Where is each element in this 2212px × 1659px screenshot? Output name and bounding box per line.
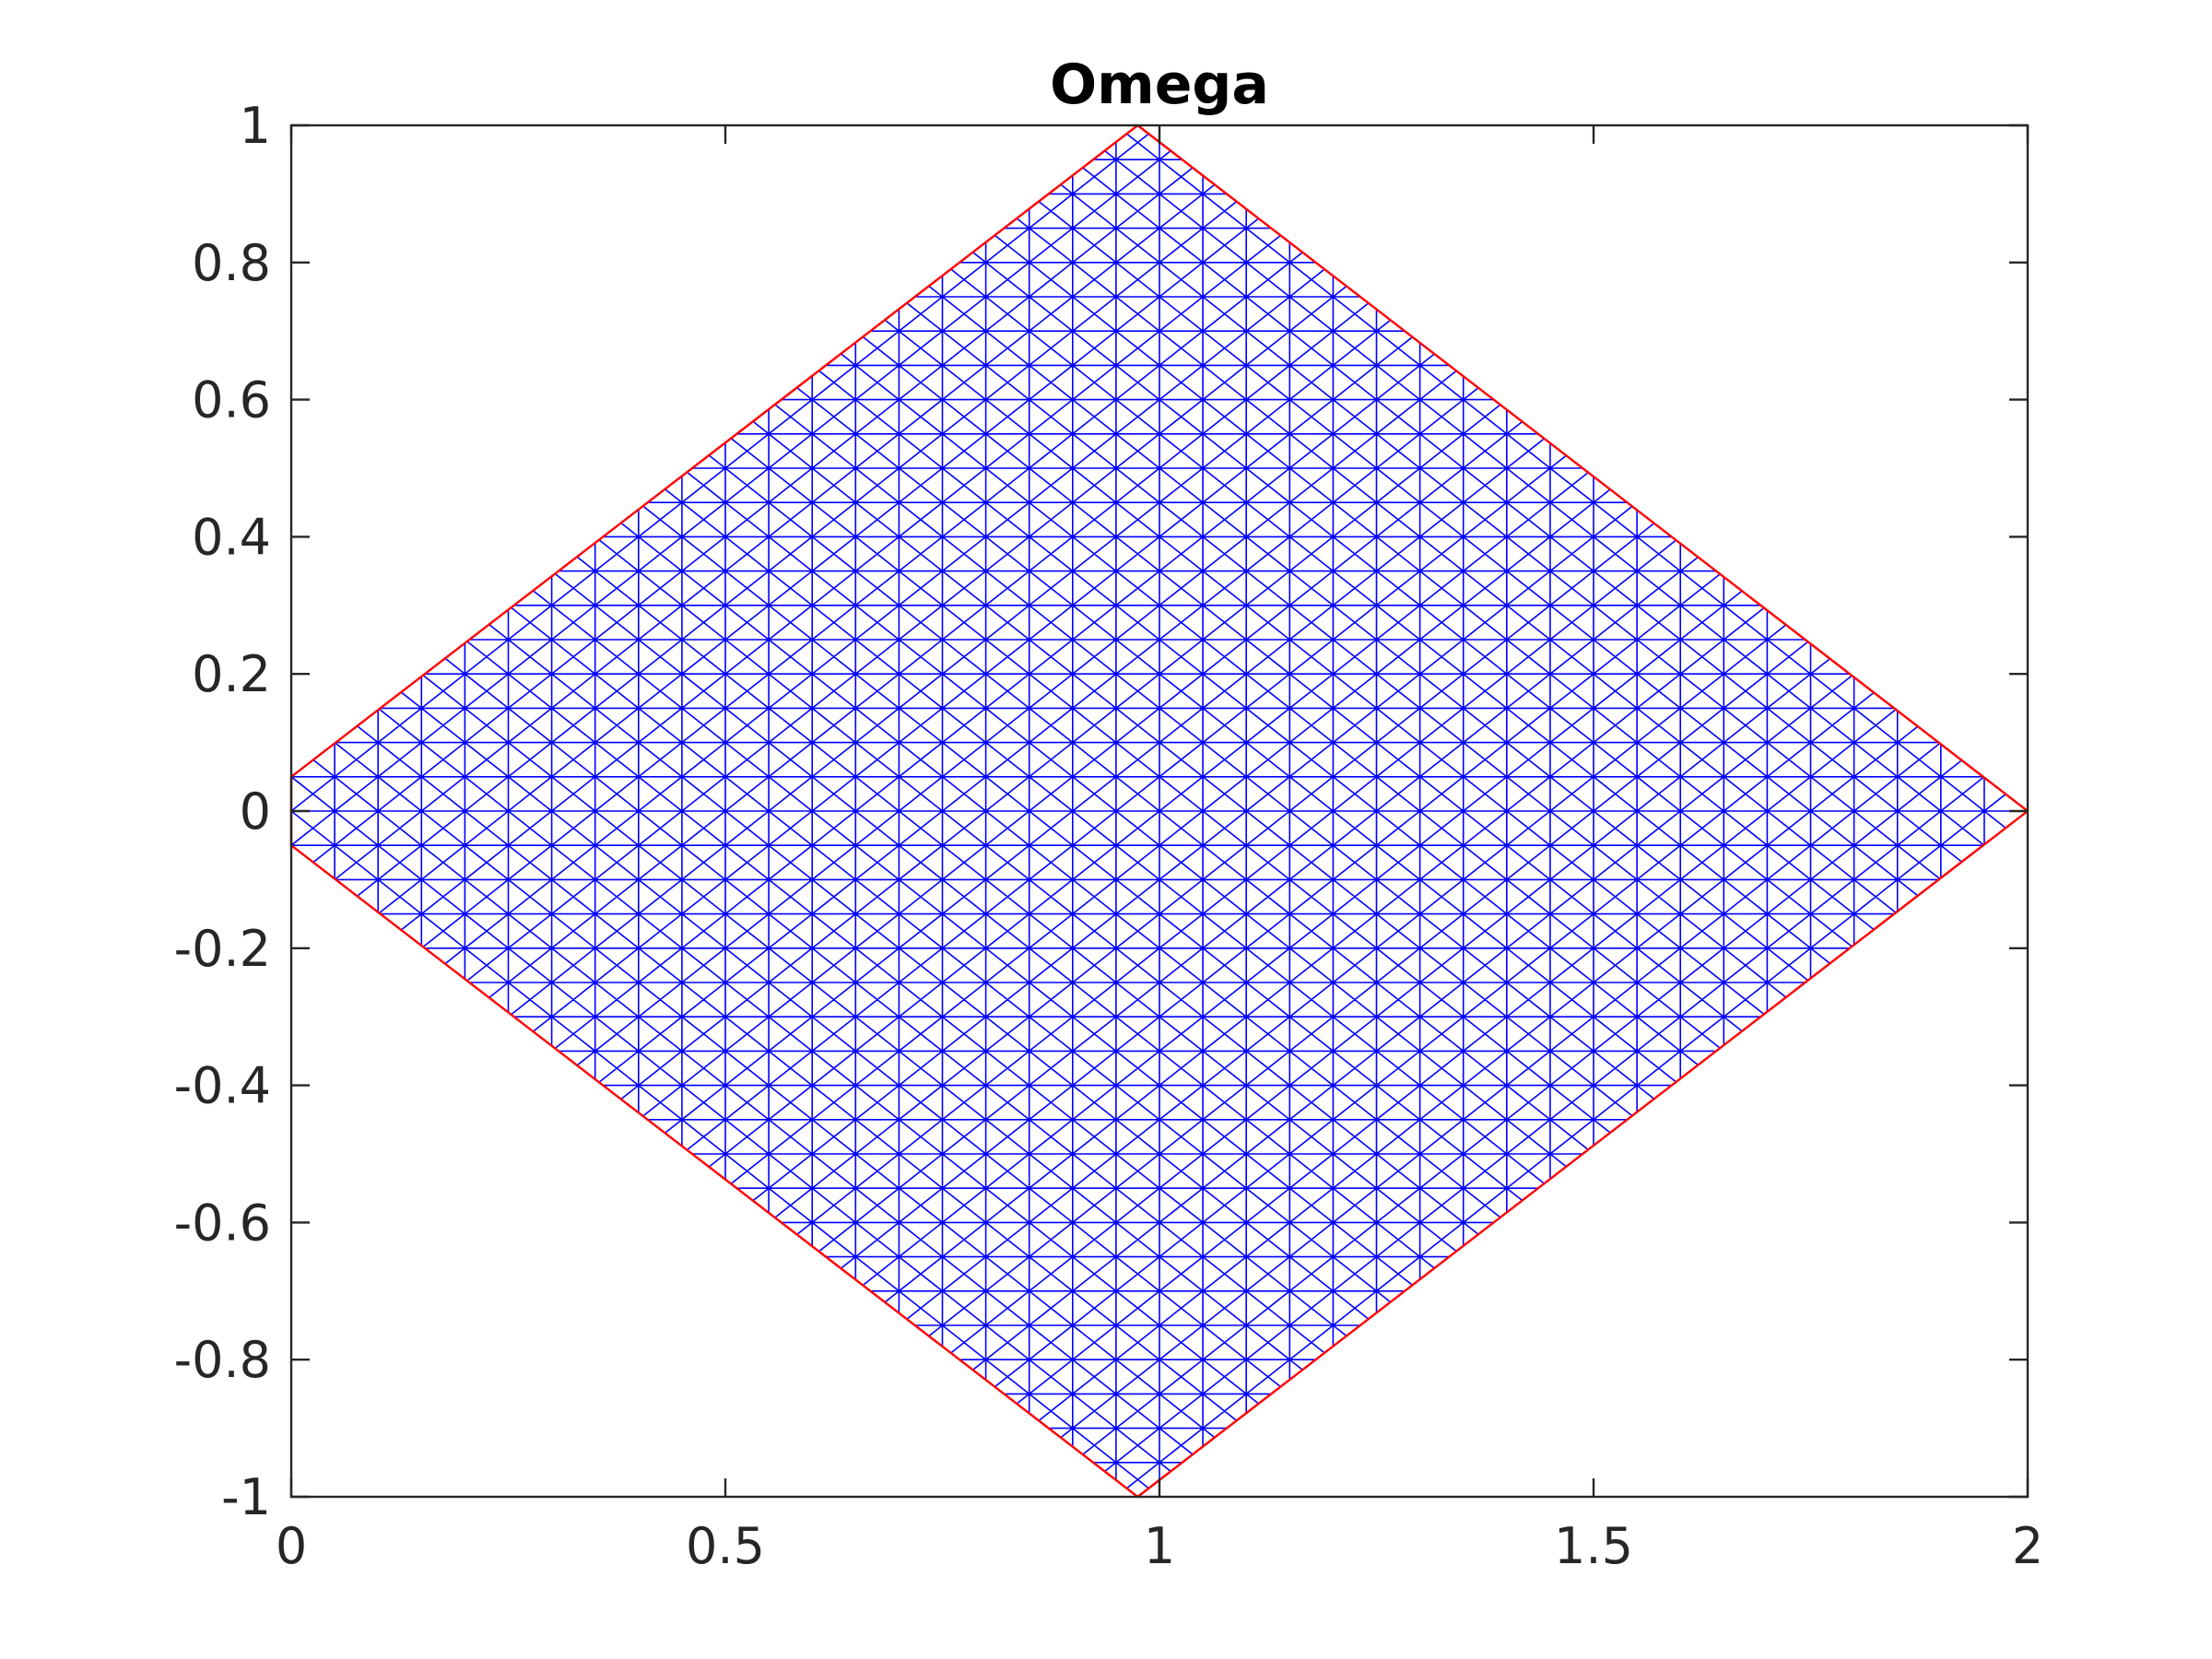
chart-title: Omega xyxy=(1050,53,1269,117)
y-tick-label: -1 xyxy=(221,1468,271,1526)
x-axis: 0 0.5 1 1.5 2 xyxy=(276,125,2043,1575)
x-tick-label: 0.5 xyxy=(686,1517,765,1575)
x-tick-label: 0 xyxy=(276,1517,307,1575)
mesh-series xyxy=(291,125,2028,1497)
y-tick-label: 0.2 xyxy=(192,645,271,703)
y-tick-label: -0.4 xyxy=(174,1057,271,1115)
y-tick-label: 0.6 xyxy=(192,371,271,429)
y-tick-label: 0.4 xyxy=(192,508,271,566)
y-tick-label: 0.8 xyxy=(192,234,271,292)
x-tick-label: 1.5 xyxy=(1554,1517,1633,1575)
x-tick-label: 2 xyxy=(2012,1517,2043,1575)
y-tick-label: 1 xyxy=(240,97,271,155)
mesh-lines xyxy=(291,125,2028,1497)
y-axis: -1 -0.8 -0.6 -0.4 -0.2 0 0.2 0.4 0.6 0.8 1 xyxy=(174,97,2028,1526)
y-tick-label: -0.6 xyxy=(174,1194,271,1252)
y-tick-label: -0.2 xyxy=(174,920,271,978)
y-tick-label: 0 xyxy=(240,782,271,841)
y-tick-label: -0.8 xyxy=(174,1331,271,1389)
x-tick-label: 1 xyxy=(1144,1517,1175,1575)
